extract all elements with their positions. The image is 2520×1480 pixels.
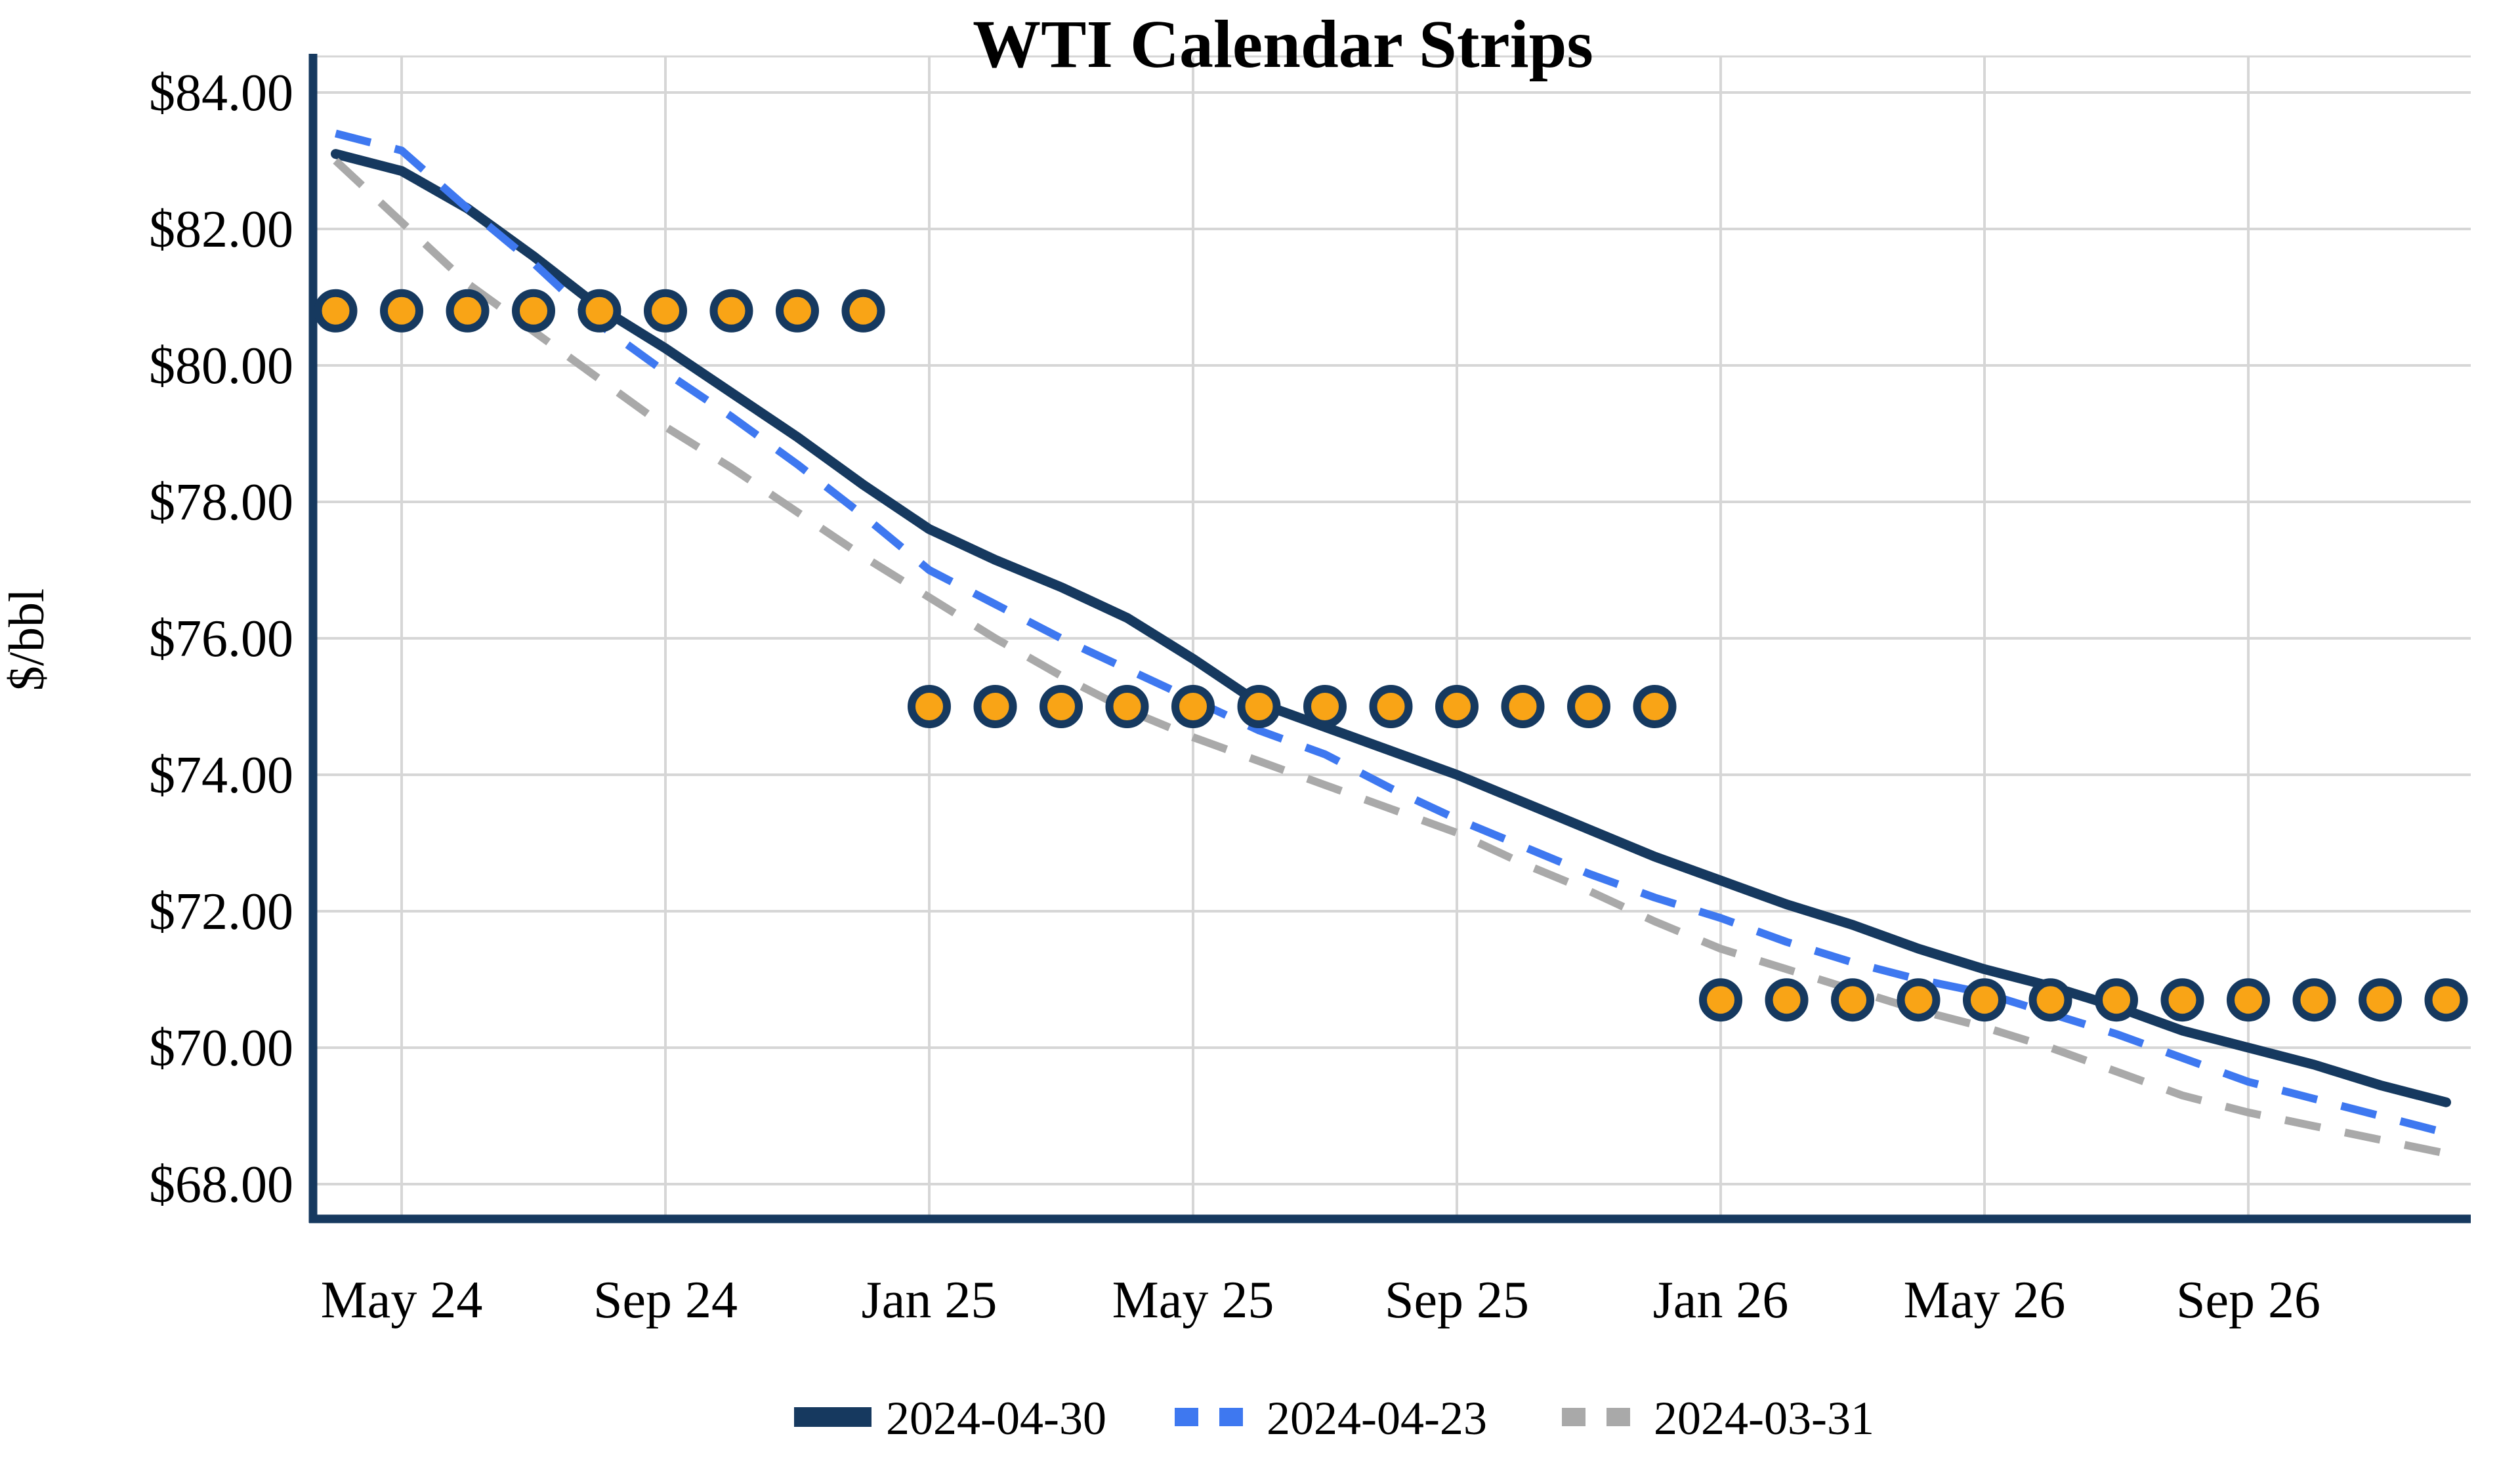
- strip-marker-2026 strip: [2095, 978, 2138, 1022]
- axes: [308, 54, 2471, 1223]
- y-tick-label: $78.00: [149, 474, 293, 531]
- strip-marker-2025 strip: [1303, 685, 1347, 728]
- strip-marker-2026 strip: [1963, 978, 2006, 1022]
- y-tick-label: $80.00: [149, 337, 293, 395]
- strip-marker-2025 strip: [1237, 685, 1281, 728]
- strip-marker-2026 strip: [2424, 978, 2468, 1022]
- series-line-2024-04-30: [331, 149, 2451, 1107]
- strip-marker-2024 strip: [841, 289, 885, 333]
- series-lines: [331, 129, 2451, 1158]
- strip-marker-2025 strip: [1171, 685, 1215, 728]
- strip-marker-2024 strip: [776, 289, 819, 333]
- legend-label: 2024-04-30: [886, 1392, 1106, 1445]
- x-tick-label: May 24: [321, 1271, 483, 1329]
- x-tick-label: Jan 25: [862, 1271, 998, 1329]
- y-tick-labels: $84.00 $82.00 $80.00 $78.00 $76.00 $74.00 $72.…: [149, 64, 293, 1214]
- strip-marker-2024 strip: [512, 289, 555, 333]
- strip-marker-2026 strip: [2028, 978, 2072, 1022]
- gridlines: [313, 55, 2471, 1219]
- strip-marker-2026 strip: [2359, 978, 2402, 1022]
- series-line-2024-03-31: [333, 157, 2447, 1158]
- strip-marker-2026 strip: [2292, 978, 2336, 1022]
- x-tick-label: Sep 24: [593, 1271, 738, 1329]
- legend-label: 2024-04-23: [1267, 1392, 1487, 1445]
- strip-marker-2025 strip: [1040, 685, 1083, 728]
- strip-marker-2024 strip: [709, 289, 753, 333]
- strip-marker-2024 strip: [644, 289, 687, 333]
- x-tick-label: Jan 26: [1653, 1271, 1789, 1329]
- legend-label: 2024-03-31: [1654, 1392, 1874, 1445]
- series-line-2024-04-23: [334, 129, 2448, 1137]
- strip-marker-2024 strip: [314, 289, 358, 333]
- x-tick-label: Sep 25: [1385, 1271, 1529, 1329]
- legend-item-2024-03-31: 2024-03-31: [1562, 1392, 1874, 1445]
- y-axis-title: $/bbl: [0, 588, 54, 691]
- legend-item-2024-04-30: 2024-04-30: [794, 1392, 1106, 1445]
- strip-marker-2025 strip: [1567, 685, 1610, 728]
- y-tick-label: $70.00: [149, 1019, 293, 1077]
- legend: 2024-04-30 2024-04-23 2024-03-31: [794, 1392, 1874, 1445]
- x-tick-label: May 25: [1112, 1271, 1274, 1329]
- legend-item-2024-04-23: 2024-04-23: [1175, 1392, 1487, 1445]
- strip-marker-2025 strip: [1369, 685, 1413, 728]
- strip-marker-2024 strip: [446, 289, 490, 333]
- y-tick-label: $82.00: [149, 201, 293, 258]
- strip-marker-2024 strip: [380, 289, 423, 333]
- strip-marker-2025 strip: [1633, 685, 1677, 728]
- x-tick-label: Sep 26: [2176, 1271, 2320, 1329]
- x-tick-label: May 26: [1904, 1271, 2066, 1329]
- strip-marker-2026 strip: [1897, 978, 1941, 1022]
- y-tick-label: $84.00: [149, 64, 293, 122]
- y-tick-label: $74.00: [149, 747, 293, 804]
- strip-marker-2026 strip: [2160, 978, 2204, 1022]
- y-tick-label: $76.00: [149, 610, 293, 668]
- y-tick-label: $72.00: [149, 883, 293, 941]
- strip-marker-2025 strip: [1435, 685, 1479, 728]
- strip-marker-2026 strip: [1699, 978, 1742, 1022]
- y-tick-label: $68.00: [149, 1156, 293, 1214]
- x-tick-labels: May 24 Sep 24 Jan 25 May 25 Sep 25 Jan 26 May …: [321, 1271, 2320, 1329]
- strip-marker-2025 strip: [908, 685, 951, 728]
- strip-marker-2025 strip: [1105, 685, 1149, 728]
- chart-title: WTI Calendar Strips: [973, 7, 1593, 82]
- strip-markers: [314, 289, 2468, 1022]
- strip-marker-2026 strip: [1765, 978, 1809, 1022]
- strip-marker-2025 strip: [973, 685, 1017, 728]
- strip-marker-2026 strip: [1831, 978, 1874, 1022]
- strip-marker-2024 strip: [578, 289, 621, 333]
- strip-marker-2026 strip: [2227, 978, 2270, 1022]
- strip-marker-2025 strip: [1501, 685, 1545, 728]
